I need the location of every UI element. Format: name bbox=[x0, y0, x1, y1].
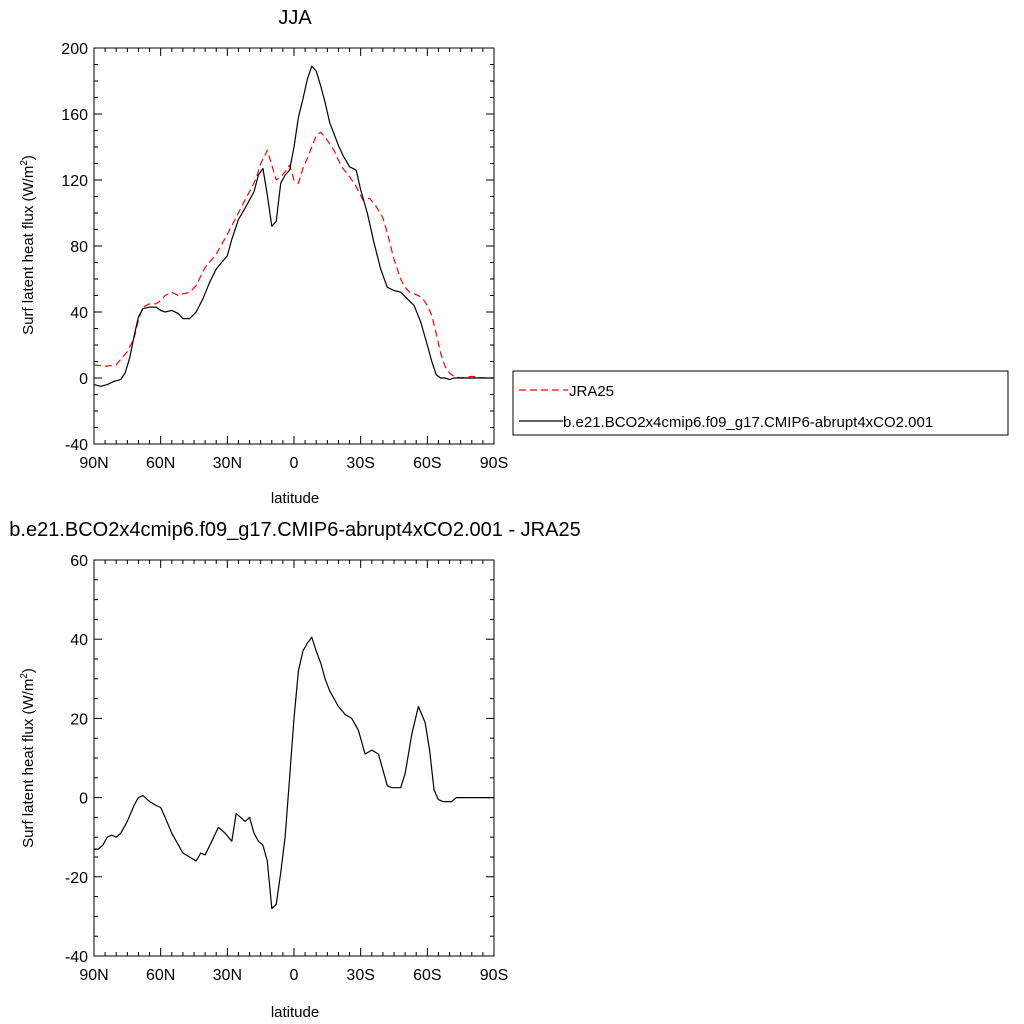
top-series-group bbox=[93, 65, 494, 387]
legend-label-model: b.e21.BCO2x4cmip6.f09_g17.CMIP6-abrupt4x… bbox=[563, 414, 933, 431]
bottom-plot-frame bbox=[93, 559, 495, 957]
bottom-title: b.e21.BCO2x4cmip6.f09_g17.CMIP6-abrupt4x… bbox=[9, 519, 580, 541]
top-series-line-0 bbox=[93, 131, 494, 379]
bottom-x-tick-label: 60N bbox=[146, 967, 175, 984]
top-y-tick-label: 200 bbox=[61, 41, 88, 58]
bottom-panel: b.e21.BCO2x4cmip6.f09_g17.CMIP6-abrupt4x… bbox=[9, 519, 580, 1021]
bottom-x-tick-label: 90N bbox=[79, 967, 108, 984]
bottom-x-tick-label: 90S bbox=[480, 967, 508, 984]
top-x-axis-label: latitude bbox=[271, 490, 319, 507]
bottom-y-tick-label: 60 bbox=[70, 553, 88, 570]
top-y-tick-label: 80 bbox=[70, 239, 88, 256]
legend-label-jra25: JRA25 bbox=[569, 383, 614, 400]
top-x-tick-label: 60S bbox=[413, 455, 441, 472]
top-x-tick-label: 30S bbox=[346, 455, 374, 472]
top-y-tick-label: 0 bbox=[79, 371, 88, 388]
top-title: JJA bbox=[278, 7, 312, 29]
top-axes: 90N 60N 30N 0 30S 60S 90S -40 0 40 80 120 160 200 bbox=[61, 41, 508, 472]
top-y-tick-label: 120 bbox=[61, 173, 88, 190]
bottom-x-tick-label: 30N bbox=[213, 967, 242, 984]
bottom-series-group bbox=[94, 636, 494, 910]
bottom-x-tick-label: 0 bbox=[290, 967, 299, 984]
bottom-y-axis-label: Surf latent heat flux (W/m2) bbox=[19, 668, 37, 848]
top-y-axis-label: Surf latent heat flux (W/m2) bbox=[19, 155, 37, 335]
top-y-tick-label: -40 bbox=[65, 437, 88, 454]
top-x-tick-label: 60N bbox=[146, 455, 175, 472]
bottom-x-tick-label: 30S bbox=[346, 967, 374, 984]
top-series-line-1 bbox=[93, 65, 494, 387]
bottom-y-tick-label: 0 bbox=[79, 791, 88, 808]
bottom-x-tick-label: 60S bbox=[413, 967, 441, 984]
top-x-tick-label: 90N bbox=[79, 455, 108, 472]
legend-box bbox=[512, 370, 1009, 436]
bottom-y-tick-label: -20 bbox=[65, 870, 88, 887]
legend: JRA25 b.e21.BCO2x4cmip6.f09_g17.CMIP6-ab… bbox=[512, 370, 1009, 436]
bottom-series-line-0 bbox=[94, 636, 494, 910]
top-x-tick-label: 90S bbox=[480, 455, 508, 472]
top-y-tick-label: 40 bbox=[70, 305, 88, 322]
bottom-y-tick-label: 40 bbox=[70, 632, 88, 649]
bottom-x-axis-label: latitude bbox=[271, 1004, 319, 1021]
bottom-axes: 90N 60N 30N 0 30S 60S 90S -40 -20 0 20 40 60 bbox=[65, 553, 508, 984]
top-panel: JJA latitude Surf latent heat flux (W/m2… bbox=[19, 7, 508, 507]
top-plot-frame bbox=[93, 47, 495, 445]
bottom-y-tick-label: 20 bbox=[70, 711, 88, 728]
bottom-y-tick-label: -40 bbox=[65, 949, 88, 966]
top-x-tick-label: 0 bbox=[290, 455, 299, 472]
top-y-tick-label: 160 bbox=[61, 107, 88, 124]
top-x-tick-label: 30N bbox=[213, 455, 242, 472]
